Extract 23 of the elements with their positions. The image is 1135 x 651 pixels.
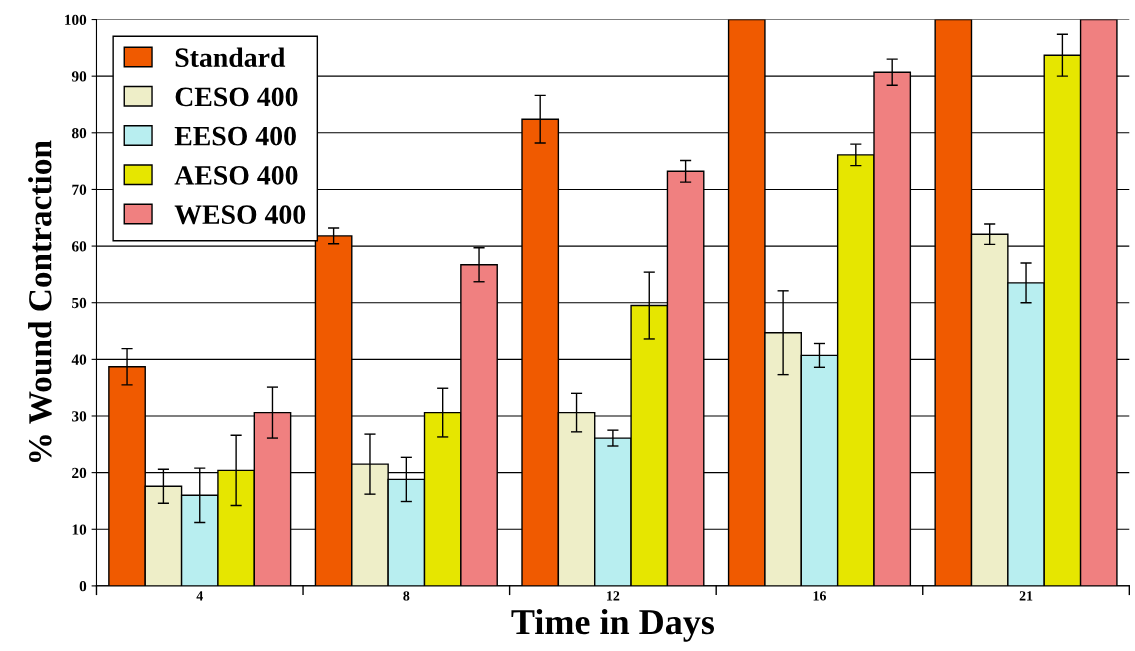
x-tick-label: 21 (1019, 591, 1033, 601)
y-tick-label: 70 (72, 184, 87, 195)
y-tick-label: 10 (72, 524, 87, 535)
x-tick-label: 8 (403, 591, 410, 601)
x-tick-label: 12 (607, 591, 620, 601)
y-tick-label: 20 (72, 467, 87, 479)
y-tick-label: 90 (71, 71, 87, 82)
y-tick-label: 50 (72, 297, 87, 309)
y-tick-label: 0 (79, 581, 87, 592)
y-axis-title: % Wound Contraction (28, 140, 52, 462)
y-tick-label: 60 (72, 241, 87, 252)
legend-label: Standard (175, 47, 286, 68)
y-tick-label: 40 (71, 354, 87, 365)
legend-label: WESO 400 (174, 205, 306, 225)
legend-label: CESO 400 (175, 87, 298, 107)
x-axis-title: Time in Days (511, 608, 715, 642)
y-tick-label: 80 (71, 127, 87, 139)
y-tick-label: 100 (65, 14, 87, 25)
legend-label: EESO 400 (174, 126, 296, 146)
x-tick-label: 4 (196, 591, 203, 601)
y-tick-label: 30 (72, 411, 87, 422)
x-tick-label: 16 (813, 591, 827, 601)
legend-label: AESO 400 (174, 166, 298, 185)
